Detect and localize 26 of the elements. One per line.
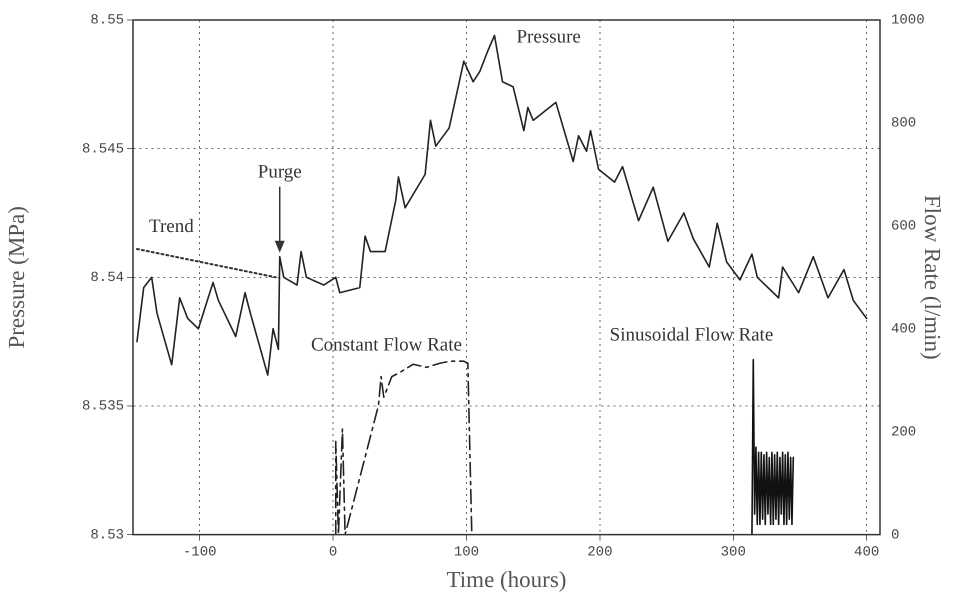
x-tick-label: 0 [328, 544, 338, 561]
y2-tick-label: 600 [891, 218, 916, 235]
series-label: Pressure [516, 26, 581, 48]
y2-tick-label: 800 [891, 116, 916, 132]
line-series [334, 360, 473, 535]
series-label: Sinusoidal Flow Rate [610, 324, 774, 346]
y2-tick-label: 400 [891, 321, 916, 338]
series-label: Constant Flow Rate [310, 334, 462, 356]
x-tick-label: -100 [182, 544, 216, 561]
y2-tick-label: 1000 [891, 12, 925, 29]
series-label: Trend [149, 216, 194, 237]
annotation: Purge [258, 162, 302, 183]
y-tick-label: 8.54 [90, 270, 124, 286]
y2-tick-label: 200 [891, 424, 916, 440]
x-tick-label: 100 [454, 544, 480, 561]
x-axis-title: Time (hours) [446, 567, 566, 592]
y-tick-label: 8.545 [82, 141, 124, 158]
y-axis-title: Pressure (MPa) [4, 206, 29, 349]
y-tick-label: 8.55 [90, 12, 124, 29]
y2-tick-label: 0 [891, 527, 900, 544]
x-tick-label: 200 [587, 544, 612, 561]
y-tick-label: 8.53 [90, 527, 124, 544]
y2-axis-title: Flow Rate (l/min) [920, 194, 946, 360]
x-tick-label: 400 [854, 544, 880, 561]
x-tick-label: 300 [720, 544, 746, 561]
y-tick-label: 8.535 [82, 398, 124, 415]
